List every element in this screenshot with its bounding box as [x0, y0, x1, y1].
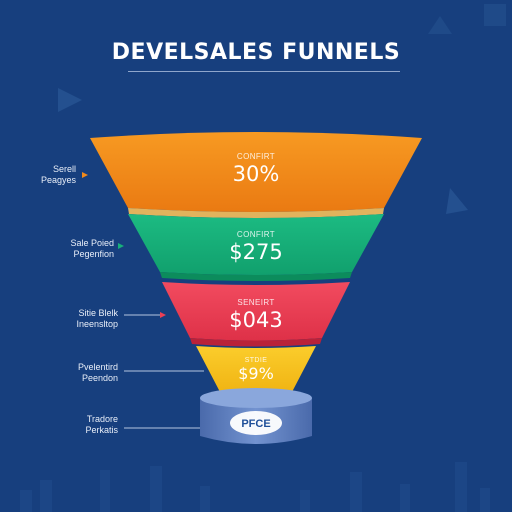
side-label-stage-4: Pvelentird Peendon	[40, 362, 118, 384]
funnel-base-top	[200, 388, 312, 408]
stage-1-value: 30%	[232, 162, 280, 186]
side-label-stage-3-line1: Sitie Blelk	[78, 308, 118, 318]
decor-bar-silhouettes	[20, 462, 490, 512]
side-label-stage-1-line1: Serell	[52, 164, 76, 174]
decor-triangle-left	[58, 88, 82, 112]
side-label-stage-4-line2: Peendon	[81, 373, 118, 383]
funnel-stage-2-rim	[160, 272, 352, 281]
funnel-stage-3	[162, 282, 350, 341]
page-title: DEVELSALES FUNNELS	[111, 40, 401, 65]
side-label-stage-2-line2: Pegenfion	[73, 249, 114, 259]
stage-1-caption: CONFIRT	[236, 152, 276, 161]
side-label-stage-1: Serell Peagyes	[10, 164, 76, 186]
pointer-stage-2	[118, 243, 124, 249]
side-label-stage-1-line2: Peagyes	[40, 175, 76, 185]
funnel-stage-1-rim	[128, 208, 384, 218]
stage-2-value: $275	[229, 240, 283, 264]
stage-3-value: $043	[229, 308, 283, 332]
funnel-stage-1	[90, 132, 422, 212]
funnel-stage-2	[128, 214, 384, 275]
funnel-stage-4	[196, 346, 316, 394]
side-label-stage-4-line1: Pvelentird	[77, 362, 118, 372]
decor-square	[484, 4, 506, 26]
base-badge-label: PFCE	[241, 418, 271, 430]
pointer-stage-1	[82, 172, 88, 178]
side-label-stage-2-line1: Sale Poied	[70, 238, 114, 248]
decor-triangle-right	[446, 188, 468, 214]
label-connectors	[82, 172, 204, 429]
side-label-base: Tradore Perkatis	[40, 414, 118, 436]
stage-3-caption: SENEIRT	[237, 298, 275, 307]
side-label-stage-2: Sale Poied Pegenfion	[30, 238, 114, 260]
stage-2-caption: CONFIRT	[236, 230, 276, 239]
side-label-base-line2: Perkatis	[85, 425, 118, 435]
pointer-stage-3	[160, 312, 166, 318]
title-divider	[128, 71, 400, 72]
side-label-stage-3: Sitie Blelk Ineensltop	[40, 308, 118, 330]
stage-4-value: $9%	[238, 364, 274, 383]
side-label-stage-3-line2: Ineensltop	[76, 319, 118, 329]
funnel-stage-3-rim	[190, 338, 322, 347]
side-label-base-line1: Tradore	[86, 414, 118, 424]
funnel-base-badge	[230, 411, 282, 435]
stage-4-caption: STDIE	[244, 357, 268, 364]
decor-triangle-top	[428, 16, 452, 34]
